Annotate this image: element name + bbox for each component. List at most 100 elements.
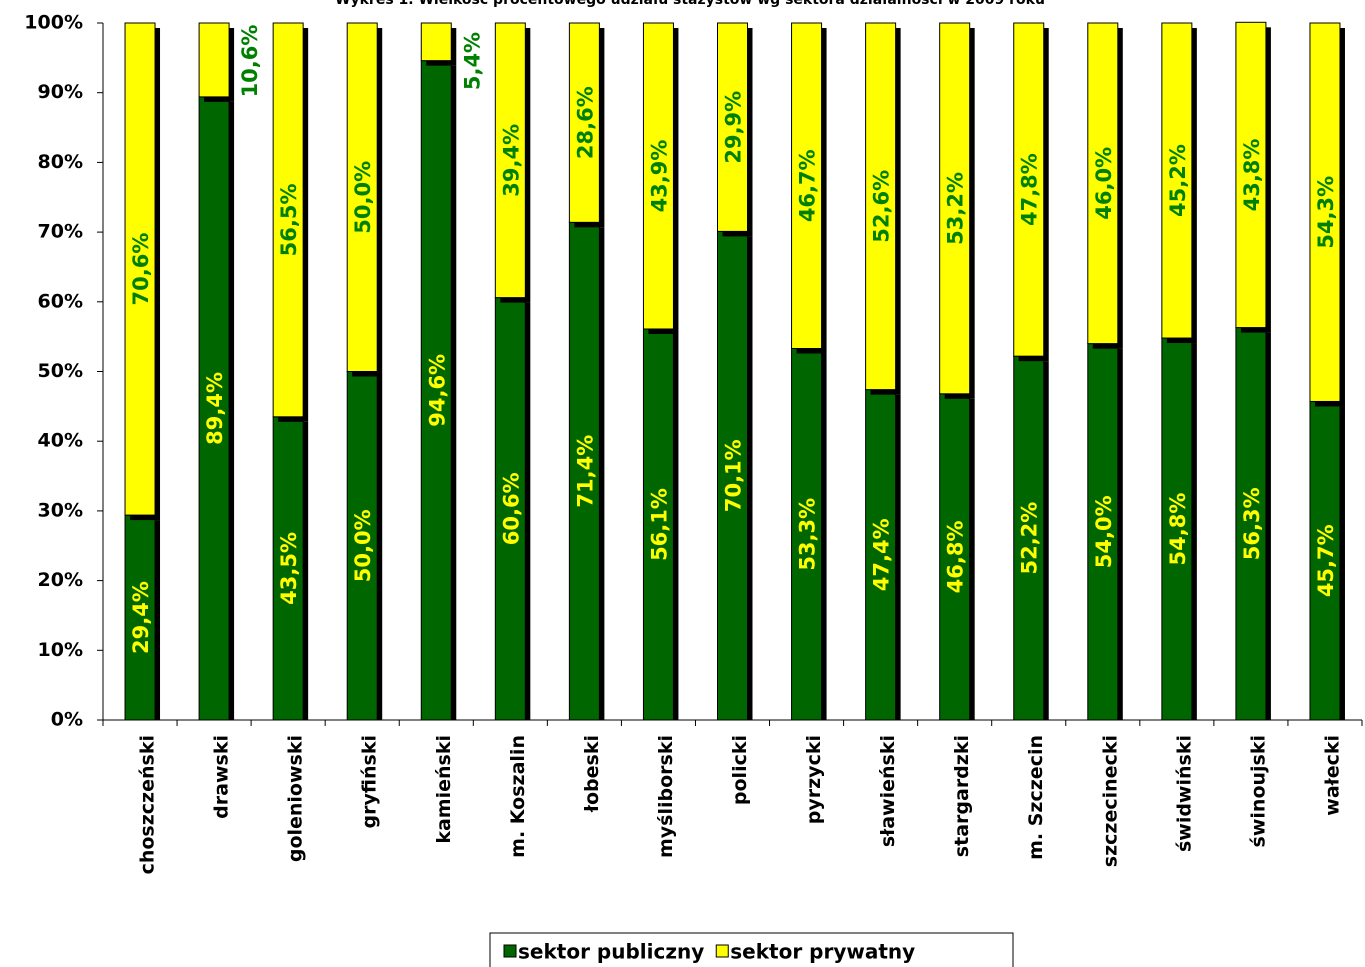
y-tick-label: 80% xyxy=(38,151,83,173)
data-label: 10,6% xyxy=(238,25,262,98)
x-tick-label: wałecki xyxy=(1321,735,1343,816)
data-label: 50,0% xyxy=(351,509,375,582)
bar-segment xyxy=(272,416,304,721)
x-tick-label: gryfiński xyxy=(359,735,381,828)
bar-segment xyxy=(1235,21,1267,329)
bar-segment xyxy=(717,22,748,232)
legend-swatch xyxy=(503,944,517,958)
bar-segment xyxy=(1309,22,1341,402)
bar-segment xyxy=(717,230,748,721)
y-tick-label: 50% xyxy=(38,360,83,382)
x-tick-label: goleniowski xyxy=(285,735,307,862)
x-tick-label: świdwiński xyxy=(1173,735,1195,852)
chart-title: Wykres 1. Wielkość procentowego udziału … xyxy=(335,0,1045,8)
bar-segment xyxy=(420,60,452,721)
y-tick-label: 70% xyxy=(38,221,83,243)
bar-segment xyxy=(494,22,526,299)
bar-segment xyxy=(865,389,897,721)
bar-segment xyxy=(1161,22,1193,339)
data-label: 56,3% xyxy=(1240,487,1264,560)
x-tick-label: myśliborski xyxy=(655,735,677,858)
bar-segment xyxy=(1013,22,1045,357)
data-label: 43,5% xyxy=(277,532,301,605)
x-tick-label: choszczeński xyxy=(137,735,159,874)
x-tick-label: kamieński xyxy=(433,735,455,844)
data-label: 43,8% xyxy=(1240,139,1264,212)
bar-segment xyxy=(198,96,230,721)
data-label: 28,6% xyxy=(573,86,597,159)
bar-segment xyxy=(1161,337,1193,721)
x-tick-label: policki xyxy=(729,735,751,805)
data-label: 45,2% xyxy=(1166,144,1190,217)
bar-segment xyxy=(272,22,304,418)
bar-segment xyxy=(1309,400,1341,721)
x-tick-label: sławieński xyxy=(877,735,899,847)
data-label: 47,4% xyxy=(870,518,894,591)
y-tick-label: 60% xyxy=(38,290,83,312)
data-label: 71,4% xyxy=(573,435,597,508)
y-tick-label: 10% xyxy=(38,639,83,661)
bar-segment xyxy=(791,347,823,721)
bar-segment xyxy=(1235,327,1267,721)
data-label: 54,8% xyxy=(1166,493,1190,566)
y-tick-label: 0% xyxy=(51,709,83,731)
bar-segment xyxy=(346,371,378,721)
data-label: 94,6% xyxy=(425,354,449,427)
bar-segment xyxy=(198,22,230,98)
data-label: 46,0% xyxy=(1092,147,1116,220)
data-label: 45,7% xyxy=(1314,524,1338,597)
y-tick-label: 30% xyxy=(38,499,83,521)
bar-segment xyxy=(939,22,971,395)
y-tick-label: 90% xyxy=(38,81,83,103)
y-tick-label: 20% xyxy=(38,569,83,591)
data-label: 29,4% xyxy=(129,581,153,654)
data-label: 29,9% xyxy=(722,91,746,164)
bar-segment xyxy=(494,297,526,721)
bar-segment xyxy=(1087,22,1119,345)
bar-segment xyxy=(642,22,674,330)
bar-segment xyxy=(420,22,452,62)
legend-swatch xyxy=(715,944,729,958)
data-label: 39,4% xyxy=(499,124,523,197)
bar-segment xyxy=(568,221,600,721)
data-label: 52,2% xyxy=(1018,502,1042,575)
data-label: 54,3% xyxy=(1314,176,1338,249)
y-tick-label: 40% xyxy=(38,430,83,452)
x-tick-label: drawski xyxy=(211,735,233,819)
legend-label: sektor prywatny xyxy=(730,940,915,964)
x-tick-label: pyrzycki xyxy=(803,735,825,824)
data-label: 43,9% xyxy=(647,140,671,213)
x-tick-label: stargardzki xyxy=(951,735,973,857)
x-tick-label: szczecinecki xyxy=(1099,735,1121,867)
legend-box xyxy=(489,932,1014,967)
data-label: 70,6% xyxy=(129,233,153,306)
bar-segment xyxy=(939,393,971,721)
x-tick-label: świnoujski xyxy=(1247,735,1269,847)
data-label: 47,8% xyxy=(1018,153,1042,226)
data-label: 46,7% xyxy=(796,149,820,222)
data-label: 53,3% xyxy=(796,498,820,571)
data-label: 60,6% xyxy=(499,472,523,545)
bar-segment xyxy=(642,328,674,721)
data-label: 46,8% xyxy=(944,520,968,593)
y-tick-label: 100% xyxy=(24,12,83,34)
bar-segment xyxy=(568,22,600,223)
bar-segment xyxy=(1087,343,1119,721)
data-label: 56,5% xyxy=(277,183,301,256)
data-label: 52,6% xyxy=(870,170,894,243)
bar-segment xyxy=(791,22,823,349)
data-label: 53,2% xyxy=(944,172,968,245)
bar-segment xyxy=(865,22,897,391)
x-tick-label: m. Szczecin xyxy=(1025,735,1047,860)
data-label: 50,0% xyxy=(351,161,375,234)
bar-segment xyxy=(124,22,156,516)
x-tick-label: m. Koszalin xyxy=(507,735,529,858)
data-label: 54,0% xyxy=(1092,495,1116,568)
x-tick-label: łobeski xyxy=(581,735,603,813)
bar-segment xyxy=(346,22,378,372)
data-label: 70,1% xyxy=(722,439,746,512)
data-label: 5,4% xyxy=(460,32,484,90)
legend-label: sektor publiczny xyxy=(518,940,704,964)
data-label: 56,1% xyxy=(647,488,671,561)
